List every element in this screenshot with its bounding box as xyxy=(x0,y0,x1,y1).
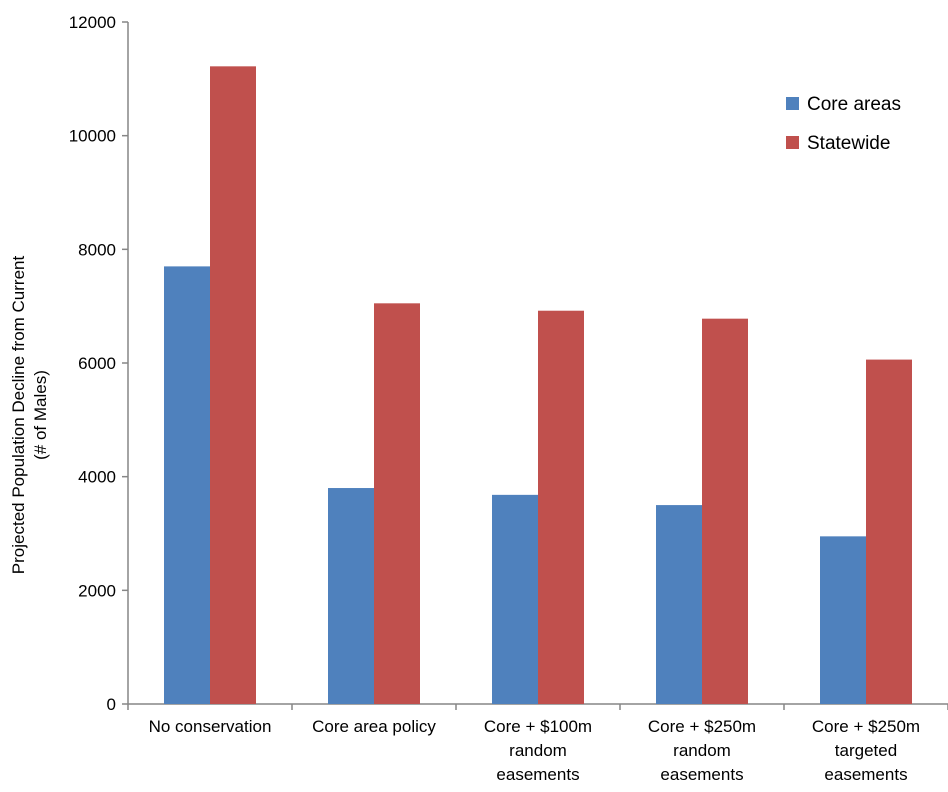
x-tick-label-line: Core + $250m xyxy=(812,717,920,736)
x-tick-label: Core + $100m random easements xyxy=(484,717,592,784)
y-ticks: 0 2000 4000 6000 8000 10000 12000 xyxy=(69,13,128,714)
x-tick-label: Core area policy xyxy=(312,717,436,736)
x-tick-label-line: easements xyxy=(660,765,743,784)
bar-core-areas-3 xyxy=(656,505,702,704)
y-tick-label: 12000 xyxy=(69,13,116,32)
x-tick-label-line: targeted xyxy=(835,741,897,760)
x-tick-label-line: easements xyxy=(496,765,579,784)
x-tick-label-line: Core + $100m xyxy=(484,717,592,736)
bar-core-areas-1 xyxy=(328,488,374,704)
x-tick-label-line: Core + $250m xyxy=(648,717,756,736)
bar-core-areas-0 xyxy=(164,266,210,704)
y-tick-label: 2000 xyxy=(78,581,116,600)
x-tick-label: Core + $250m random easements xyxy=(648,717,756,784)
x-tick-label-line: random xyxy=(673,741,731,760)
y-tick-label: 8000 xyxy=(78,240,116,259)
legend-swatch-core-areas xyxy=(786,97,799,110)
y-tick-label: 0 xyxy=(107,695,116,714)
x-tick-label-line: easements xyxy=(824,765,907,784)
x-tick-label-line: random xyxy=(509,741,567,760)
bar-statewide-0 xyxy=(210,66,256,704)
bar-statewide-2 xyxy=(538,310,584,704)
y-axis-label: Projected Population Decline from Curren… xyxy=(9,256,50,575)
legend: Core areas Statewide xyxy=(786,94,901,154)
y-axis-label-line-1: Projected Population Decline from Curren… xyxy=(9,256,28,575)
bar-core-areas-4 xyxy=(820,536,866,704)
x-ticks: No conservation Core area policy Core + $1… xyxy=(127,704,948,784)
legend-label-statewide: Statewide xyxy=(807,133,890,154)
y-tick-label: 6000 xyxy=(78,354,116,373)
legend-label-core-areas: Core areas xyxy=(807,94,901,115)
y-axis-label-line-2: (# of Males) xyxy=(31,370,50,460)
x-tick-label-line: Core area policy xyxy=(312,717,436,736)
bar-core-areas-2 xyxy=(492,494,538,704)
y-tick-label: 4000 xyxy=(78,468,116,487)
x-tick-label: No conservation xyxy=(149,717,272,736)
bar-statewide-1 xyxy=(374,303,420,704)
x-tick-label-line: No conservation xyxy=(149,717,272,736)
bar-statewide-4 xyxy=(866,359,912,704)
legend-swatch-statewide xyxy=(786,136,799,149)
bar-statewide-3 xyxy=(702,318,748,704)
y-tick-label: 10000 xyxy=(69,127,116,146)
x-tick-label: Core + $250m targeted easements xyxy=(812,717,920,784)
bars xyxy=(164,66,912,704)
